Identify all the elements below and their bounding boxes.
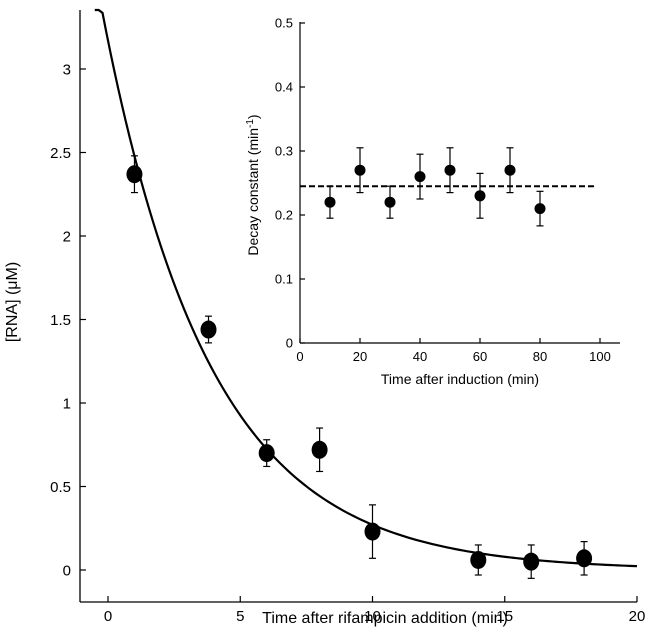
inset-data-point: [354, 147, 366, 194]
main-y-tick-label: 1: [63, 395, 71, 412]
main-x-tick-label: 15: [496, 608, 513, 625]
main-marker: [576, 549, 593, 568]
main-x-tick-label: 0: [104, 608, 112, 625]
main-x-ticks: 0 5 10 15 20: [104, 596, 646, 625]
inset-marker: [534, 203, 546, 215]
main-y-axis-label: [RNA] (μM): [4, 262, 21, 342]
inset-y-ticks: 0 0.1 0.2 0.3 0.4 0.5: [275, 16, 305, 351]
inset-marker: [474, 190, 486, 202]
inset-marker: [414, 171, 426, 183]
inset-data-point: [324, 185, 336, 219]
inset-y-tick-label: 0: [286, 336, 293, 351]
main-marker: [311, 440, 328, 459]
main-x-axis-label: Time after rifampicin addition (min): [262, 610, 508, 627]
inset-y-tick-label: 0.2: [275, 208, 293, 223]
main-data-point: [470, 544, 487, 576]
inset-marker: [324, 196, 336, 208]
main-plot: 0 0.5 1 1.5 2 2.5 3 0 5 10 15 20 Time after rifamp…: [4, 8, 646, 627]
main-data-point: [576, 541, 593, 576]
inset-marker: [504, 164, 516, 176]
main-data-points: [126, 155, 593, 579]
inset-x-tick-label: 80: [533, 349, 547, 364]
main-y-ticks: 0 0.5 1 1.5 2 2.5 3: [50, 61, 86, 579]
inset-data-point: [414, 153, 426, 200]
main-data-point: [364, 504, 381, 559]
inset-marker: [354, 164, 366, 176]
main-marker: [200, 320, 217, 339]
inset-x-ticks: 0 20 40 60 80 100: [296, 338, 611, 364]
inset-x-tick-label: 60: [473, 349, 487, 364]
main-y-tick-label: 1.5: [50, 312, 71, 329]
inset-y-axis-label-exponent: -1: [245, 119, 256, 128]
main-marker: [364, 522, 381, 541]
main-data-point: [200, 315, 217, 344]
main-marker: [258, 444, 275, 463]
main-data-point: [126, 155, 143, 194]
inset-marker: [384, 196, 396, 208]
inset-y-axis-label-close: ): [245, 114, 261, 119]
main-data-point: [523, 544, 540, 579]
main-x-tick-label: 5: [236, 608, 244, 625]
inset-marker: [444, 164, 456, 176]
inset-y-tick-label: 0.4: [275, 80, 293, 95]
main-data-point: [311, 427, 328, 473]
inset-data-point: [384, 185, 396, 219]
inset-data-point: [504, 147, 516, 194]
inset-x-axis-label: Time after induction (min): [381, 371, 539, 387]
inset-y-axis-label: Decay constant (min-1): [245, 114, 261, 255]
inset-x-tick-label: 40: [413, 349, 427, 364]
inset-plot: 0 0.1 0.2 0.3 0.4 0.5 0 20 40 60 80 100 Time after…: [245, 16, 620, 387]
main-marker: [470, 550, 487, 569]
main-y-tick-label: 0.5: [50, 479, 71, 496]
main-y-tick-label: 2.5: [50, 145, 71, 162]
inset-x-tick-label: 100: [589, 349, 611, 364]
main-y-tick-label: 3: [63, 61, 71, 78]
main-x-tick-label: 20: [629, 608, 646, 625]
inset-data-point: [534, 190, 546, 227]
inset-y-tick-label: 0.1: [275, 272, 293, 287]
inset-y-tick-label: 0.5: [275, 16, 293, 31]
main-marker: [126, 165, 143, 184]
main-data-point: [258, 439, 275, 468]
main-fit-curve: [94, 8, 638, 568]
main-y-tick-label: 0: [63, 562, 71, 579]
inset-y-tick-label: 0.3: [275, 144, 293, 159]
inset-y-axis-label-main: Decay constant (min: [245, 128, 261, 256]
inset-x-tick-label: 20: [353, 349, 367, 364]
inset-data-points: [324, 147, 546, 227]
inset-data-point: [444, 147, 456, 194]
main-y-tick-label: 2: [63, 228, 71, 245]
main-x-tick-label: 10: [364, 608, 381, 625]
main-marker: [523, 552, 540, 571]
inset-data-point: [474, 172, 486, 219]
inset-x-tick-label: 0: [296, 349, 303, 364]
